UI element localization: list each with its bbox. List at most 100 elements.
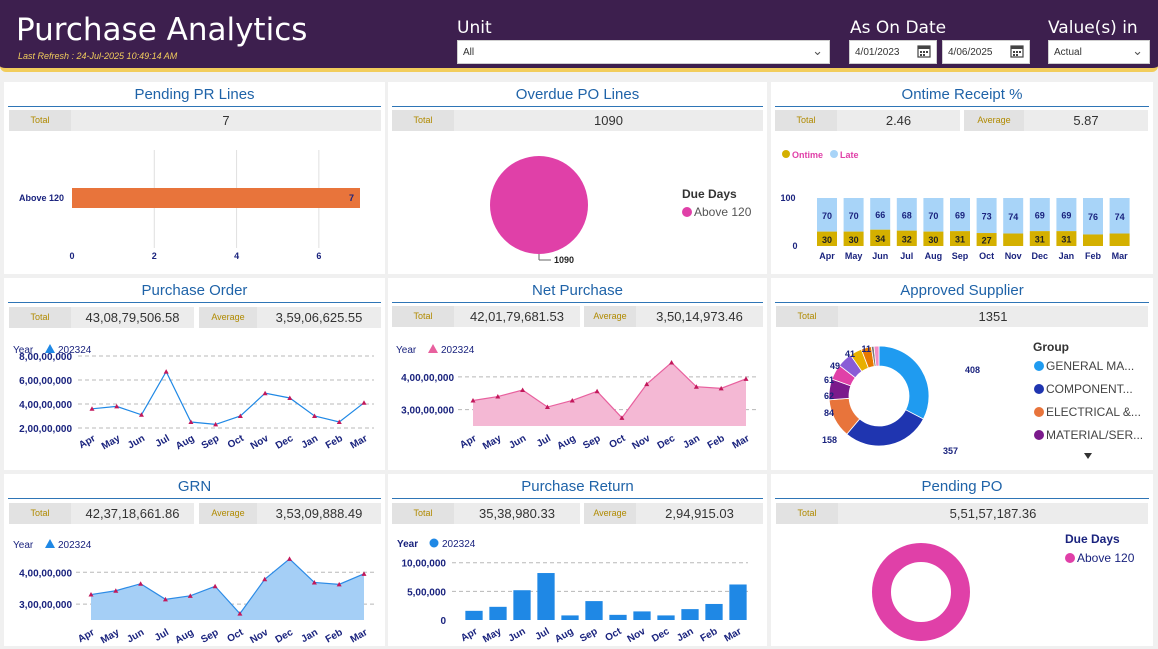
x-tick-label: Dec <box>274 627 296 646</box>
title-underline <box>392 498 763 499</box>
ontime-bar <box>1056 231 1077 246</box>
x-tick-label: Nov <box>1005 251 1022 261</box>
title-underline <box>775 498 1149 499</box>
last-refresh-text: Last Refresh : 24-Jul-2025 10:49:14 AM <box>18 51 178 61</box>
bar <box>489 606 507 620</box>
date-from-input[interactable]: 4/01/2023 <box>849 40 937 64</box>
x-tick-label: Jul <box>533 626 551 643</box>
data-point <box>718 385 724 391</box>
y-tick-label: 4,00,00,000 <box>401 373 454 384</box>
chevron-down-icon: ⌄ <box>812 43 823 58</box>
data-point <box>361 571 367 576</box>
x-tick-label: Oct <box>225 627 246 645</box>
x-tick-label: Aug <box>553 626 575 645</box>
legend-marker <box>428 344 438 353</box>
unit-filter-label: Unit <box>457 18 492 38</box>
total-card: Total 7 <box>9 110 381 131</box>
total-card: Total 42,01,79,681.53 <box>392 306 580 327</box>
y-tick-label: 100 <box>780 193 795 203</box>
total-value: 1090 <box>594 113 623 128</box>
title-underline <box>775 302 1149 303</box>
late-value-label: 76 <box>1088 212 1098 222</box>
total-label: Total <box>776 306 838 327</box>
panel-title: Pending PO <box>921 478 1003 495</box>
date-to-input[interactable]: 4/06/2025 <box>942 40 1030 64</box>
x-tick-label: Jan <box>300 433 320 451</box>
x-tick-label: Jan <box>675 626 695 644</box>
pending-pr-chart: 0 2 4 6 7 Above 120 <box>19 150 360 261</box>
data-point <box>163 369 169 374</box>
x-tick-label: Nov <box>630 433 652 452</box>
average-label: Average <box>199 503 257 524</box>
data-point <box>237 611 243 616</box>
late-bar <box>1003 198 1024 234</box>
x-tick-label: Oct <box>226 433 247 451</box>
panel-title: GRN <box>177 478 212 495</box>
late-bar <box>950 198 970 232</box>
x-tick-label: Sep <box>200 433 221 452</box>
late-bar <box>1056 198 1077 232</box>
total-label: Total <box>392 110 454 131</box>
x-tick-label: 0 <box>69 251 74 261</box>
x-tick-label: Jun <box>126 433 147 451</box>
data-point <box>213 421 219 427</box>
legend-label: 202324 <box>442 539 476 550</box>
ontime-bar <box>870 229 891 246</box>
calendar-icon[interactable] <box>1010 44 1024 58</box>
area-fill <box>473 362 746 426</box>
legend-marker <box>1034 361 1044 371</box>
values-filter-label: Value(s) in <box>1048 18 1138 38</box>
data-point <box>311 579 317 585</box>
x-tick-label: Sep <box>199 627 220 646</box>
ontime-bar <box>896 230 917 246</box>
legend-title: Due Days <box>1065 532 1120 546</box>
late-value-label: 68 <box>902 210 912 220</box>
series-line <box>472 361 747 419</box>
legend-marker <box>1034 384 1044 394</box>
x-tick-label: Jul <box>154 433 172 450</box>
data-point <box>114 403 120 409</box>
legend-marker <box>1034 407 1044 417</box>
ontime-value-label: 30 <box>849 235 859 245</box>
ontime-value-label: 30 <box>822 235 832 245</box>
average-card: Average 2,94,915.03 <box>584 503 763 524</box>
data-point <box>470 397 476 403</box>
bar <box>681 609 699 620</box>
legend-marker <box>782 150 790 158</box>
area-fill <box>91 558 364 620</box>
bar <box>465 610 483 620</box>
calendar-icon[interactable] <box>917 44 931 58</box>
average-card: Average 3,53,09,888.49 <box>199 503 381 524</box>
x-tick-label: Dec <box>650 626 672 645</box>
y-tick-label: 4,00,00,000 <box>19 568 72 579</box>
data-point <box>644 381 650 387</box>
x-tick-label: Nov <box>248 627 270 646</box>
x-tick-label: Jan <box>681 433 701 451</box>
average-card: Average 3,59,06,625.55 <box>199 307 381 328</box>
data-point <box>361 400 367 405</box>
average-value: 3,53,09,888.49 <box>275 506 363 521</box>
data-point <box>336 419 342 424</box>
legend-marker <box>1034 430 1044 440</box>
values-dropdown[interactable]: Actual ⌄ <box>1048 40 1150 64</box>
data-point <box>312 413 318 418</box>
approved-supplier-chart: 408 357 158 84 62 61 49 41 11 Group GENERAL MA... C… <box>822 340 1143 459</box>
total-card: Total 2.46 <box>775 110 960 131</box>
donut-slice <box>873 345 880 367</box>
unit-dropdown[interactable]: All ⌄ <box>457 40 830 64</box>
x-tick-label: Mar <box>349 433 370 451</box>
legend-label: 202324 <box>58 345 92 356</box>
ontime-bar <box>843 231 864 246</box>
legend-label: 202324 <box>58 540 92 551</box>
data-point <box>89 406 95 411</box>
x-tick-label: Apr <box>819 251 835 261</box>
panel-title: Approved Supplier <box>900 282 1024 299</box>
late-value-label: 66 <box>875 210 885 220</box>
x-tick-label: Aug <box>173 627 195 646</box>
average-label: Average <box>964 110 1024 131</box>
approved-supplier-panel: Approved Supplier Total 1351 408 357 158 84… <box>771 278 1153 470</box>
data-point <box>262 390 268 396</box>
x-tick-label: May <box>481 626 504 645</box>
date-filter-label: As On Date <box>850 18 947 38</box>
x-tick-label: Mar <box>731 433 752 451</box>
